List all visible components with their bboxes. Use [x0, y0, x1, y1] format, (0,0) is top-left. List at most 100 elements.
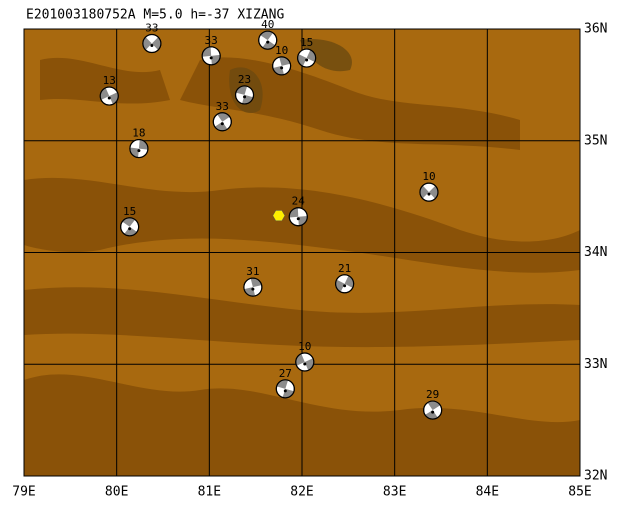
beachball-quadrant [129, 147, 139, 158]
beachball-quadrant [211, 54, 221, 65]
beachball-pole [280, 66, 284, 70]
lon-tick-label: 84E [476, 485, 499, 500]
focal-mechanism [297, 48, 317, 68]
beachball-outline [234, 85, 255, 105]
beachball-outline [120, 217, 140, 237]
beachball-quadrant [202, 46, 212, 57]
depth-label: 33 [205, 34, 218, 47]
focal-mechanism [99, 86, 119, 106]
beachball-quadrant [298, 215, 308, 226]
focal-mechanism [295, 352, 315, 372]
lat-tick-label: 34N [584, 245, 607, 260]
focal-mechanism [335, 274, 355, 294]
beachball-pole [266, 40, 270, 44]
beachball-outline [295, 352, 315, 372]
focal-mechanism [272, 56, 292, 76]
beachball-quadrant [214, 121, 228, 131]
depth-label: 10 [275, 44, 288, 57]
focal-mechanism [275, 379, 295, 399]
focal-mechanism [129, 138, 149, 159]
beachball-pole [107, 96, 111, 100]
beachball-quadrant [138, 139, 148, 150]
beachball-outline [201, 46, 221, 66]
epicenter [272, 210, 286, 222]
beachball-outline [335, 274, 355, 294]
depth-label: 27 [279, 367, 292, 380]
depth-label: 23 [238, 73, 251, 86]
beachball-pole [296, 217, 300, 221]
beachball-outline [288, 207, 308, 227]
beachball-outline [243, 277, 263, 297]
beachball-pole [305, 58, 309, 62]
focal-mechanism [201, 46, 221, 66]
depth-label: 40 [261, 18, 274, 31]
depth-label: 10 [298, 340, 311, 353]
beachball-quadrant [151, 37, 161, 50]
beachball-pole [343, 284, 347, 288]
beachball-outline [297, 48, 317, 68]
beachball-pole [137, 149, 141, 153]
lat-tick-label: 32N [584, 469, 607, 484]
beachball-pole [220, 122, 224, 126]
focal-mechanism [258, 30, 278, 50]
depth-label: 21 [338, 262, 351, 275]
beachball-outline [423, 400, 443, 420]
focal-mechanism [419, 182, 439, 202]
beachball-outline [142, 33, 162, 54]
lon-tick-label: 80E [105, 485, 128, 500]
focal-mechanism [243, 277, 263, 297]
beachball-quadrant [124, 226, 137, 236]
focal-mechanism [120, 217, 140, 237]
beachball-outline [258, 30, 278, 50]
beachball-pole [283, 389, 287, 393]
beachball-outline [419, 182, 439, 202]
depth-label: 18 [132, 127, 145, 140]
focal-mechanism [212, 112, 232, 132]
depth-label: 10 [422, 170, 435, 183]
focal-mechanism [288, 207, 308, 227]
beachball-quadrant [419, 185, 429, 199]
beachball-quadrant [217, 112, 230, 122]
beachball-outline [275, 379, 295, 399]
beachball-quadrant [122, 217, 136, 227]
focal-mechanism [234, 85, 255, 105]
beachball-quadrant [427, 401, 441, 411]
focal-mechanism [423, 400, 443, 420]
beachball-pole [128, 227, 132, 231]
beachball-pole [150, 44, 154, 48]
lon-tick-label: 83E [383, 485, 406, 500]
beachball-outline [212, 112, 232, 132]
beachball-pole [303, 362, 307, 366]
depth-label: 29 [426, 388, 439, 401]
beachball-quadrant [289, 207, 299, 218]
map-title: E201003180752A M=5.0 h=-37 XIZANG [26, 8, 284, 23]
depth-label: 13 [103, 74, 116, 87]
beachball-pole [431, 410, 435, 414]
beachball-outline [99, 86, 119, 106]
beachball-pole [427, 192, 431, 196]
depth-label: 24 [292, 195, 306, 208]
focal-mechanism [142, 33, 162, 54]
lon-tick-label: 85E [568, 485, 591, 500]
beachball-pole [251, 287, 255, 291]
lon-tick-label: 81E [198, 485, 221, 500]
beachball-quadrant [250, 278, 262, 288]
lat-tick-label: 33N [584, 357, 607, 372]
beachball-pole [209, 56, 213, 60]
frame [23, 28, 581, 477]
depth-label: 31 [246, 265, 259, 278]
beachball-quadrant [428, 185, 438, 199]
beachball-quadrant [260, 31, 274, 41]
lon-tick-label: 79E [12, 485, 35, 500]
beachball-quadrant [425, 410, 438, 420]
lon-tick-label: 82E [290, 485, 313, 500]
depth-label: 15 [123, 205, 136, 218]
depth-label: 15 [300, 36, 313, 49]
lat-tick-label: 35N [584, 133, 607, 148]
beachball-outline [272, 56, 292, 76]
beachball-quadrant [262, 40, 276, 50]
beachball-quadrant [142, 37, 152, 50]
depth-label: 33 [216, 100, 229, 113]
lat-tick-label: 36N [584, 22, 607, 37]
